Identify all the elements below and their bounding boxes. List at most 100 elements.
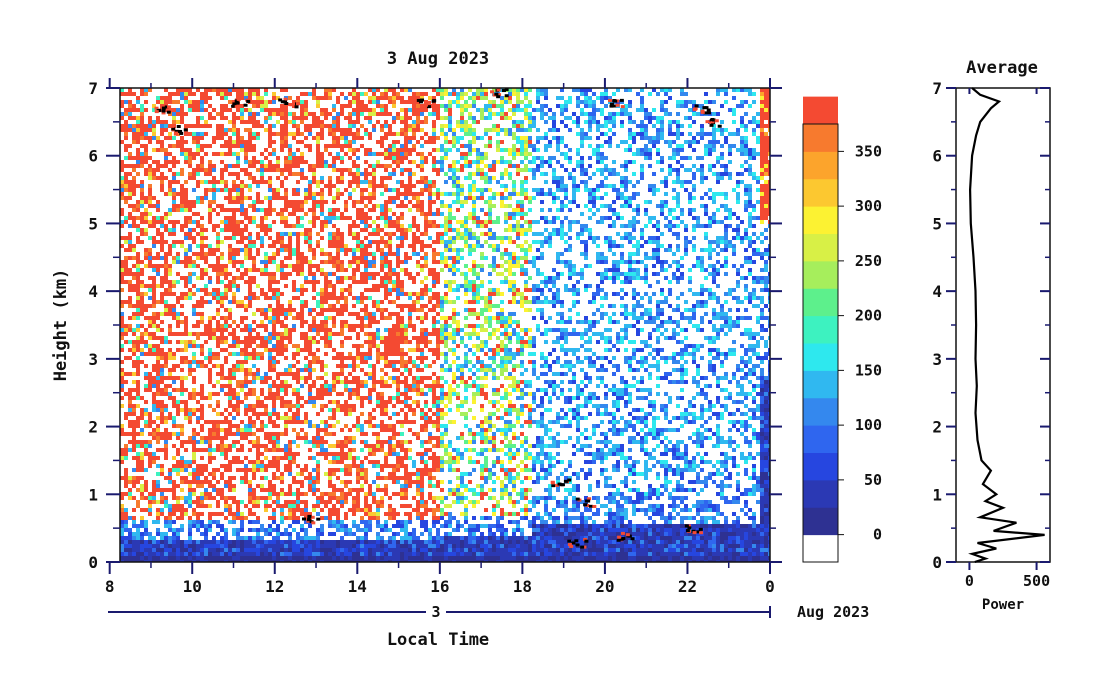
heatmap-cell (280, 416, 284, 420)
heatmap-cell (384, 340, 388, 344)
heatmap-cell (264, 196, 268, 200)
heatmap-cell (260, 152, 264, 156)
heatmap-cell (360, 308, 364, 312)
heatmap-cell (140, 324, 144, 328)
heatmap-cell (240, 556, 244, 560)
heatmap-cell (196, 524, 200, 528)
heatmap-cell (332, 120, 336, 124)
heatmap-cell (228, 432, 232, 436)
heatmap-cell (384, 464, 388, 468)
heatmap-cell (304, 560, 308, 562)
heatmap-cell (224, 188, 228, 192)
heatmap-cell (260, 464, 264, 468)
heatmap-cell (356, 388, 360, 392)
heatmap-cell (216, 560, 220, 562)
heatmap-cell (356, 540, 360, 544)
heatmap-cell (136, 384, 140, 388)
heatmap-cell (220, 124, 224, 128)
heatmap-cell (364, 288, 368, 292)
heatmap-cell (172, 156, 176, 160)
heatmap-cell (204, 284, 208, 288)
heatmap-cell (164, 388, 168, 392)
heatmap-cell (328, 520, 332, 524)
heatmap-cell (276, 288, 280, 292)
heatmap-cell (252, 488, 256, 492)
heatmap-cell (356, 472, 360, 476)
heatmap-cell (376, 152, 380, 156)
heatmap-cell (348, 216, 352, 220)
heatmap-cell (392, 560, 396, 562)
heatmap-cell (140, 116, 144, 120)
heatmap-cell (192, 236, 196, 240)
heatmap-cell (396, 552, 400, 556)
heatmap-cell (252, 468, 256, 472)
heatmap-cell (252, 540, 256, 544)
heatmap-cell (248, 540, 252, 544)
heatmap-cell (200, 392, 204, 396)
heatmap-cell (368, 216, 372, 220)
heatmap-cell (300, 120, 304, 124)
heatmap-cell (216, 260, 220, 264)
heatmap-cell (320, 408, 324, 412)
heatmap-cell (364, 480, 368, 484)
heatmap-cell (316, 376, 320, 380)
heatmap-cell (204, 288, 208, 292)
heatmap-cell (164, 452, 168, 456)
heatmap-cell (192, 340, 196, 344)
heatmap-cell (328, 128, 332, 132)
heatmap-cell (364, 544, 368, 548)
heatmap-cell (184, 388, 188, 392)
heatmap-cell (208, 368, 212, 372)
heatmap-cell (316, 292, 320, 296)
heatmap-cell (180, 240, 184, 244)
heatmap-cell (164, 100, 168, 104)
heatmap-cell (180, 424, 184, 428)
heatmap-cell (144, 440, 148, 444)
heatmap-cell (344, 200, 348, 204)
heatmap-cell (196, 200, 200, 204)
heatmap-cell (132, 432, 136, 436)
heatmap-cell (160, 412, 164, 416)
heatmap-cell (200, 96, 204, 100)
heatmap-cell (288, 148, 292, 152)
heatmap-cell (252, 408, 256, 412)
heatmap-cell (268, 544, 272, 548)
heatmap-cell (292, 252, 296, 256)
heatmap-cell (172, 256, 176, 260)
heatmap-cell (144, 160, 148, 164)
heatmap-cell (288, 460, 292, 464)
heatmap-cell (200, 124, 204, 128)
heatmap-cell (384, 188, 388, 192)
heatmap-cell (288, 240, 292, 244)
heatmap-cell (144, 208, 148, 212)
heatmap-cell (168, 268, 172, 272)
heatmap-cell (312, 360, 316, 364)
heatmap-cell (240, 428, 244, 432)
heatmap-cell (168, 392, 172, 396)
heatmap-cell (124, 392, 128, 396)
heatmap-cell (136, 440, 140, 444)
heatmap-cell (180, 560, 184, 562)
heatmap-cell (132, 428, 136, 432)
heatmap-cell (164, 440, 168, 444)
heatmap-cell (284, 532, 288, 536)
heatmap-cell (224, 140, 228, 144)
heatmap-cell (248, 408, 252, 412)
heatmap-cell (244, 160, 248, 164)
heatmap-cell (176, 208, 180, 212)
heatmap-cell (220, 536, 224, 540)
heatmap-cell (352, 152, 356, 156)
heatmap-cell (316, 496, 320, 500)
heatmap-cell (212, 472, 216, 476)
heatmap-cell (312, 424, 316, 428)
heatmap-cell (196, 432, 200, 436)
heatmap-cell (376, 336, 380, 340)
heatmap-cell (204, 196, 208, 200)
heatmap-cell (172, 180, 176, 184)
heatmap-cell (148, 452, 152, 456)
heatmap-cell (312, 92, 316, 96)
heatmap-cell (260, 460, 264, 464)
heatmap-cell (300, 336, 304, 340)
heatmap-cell (296, 404, 300, 408)
heatmap-cell (340, 232, 344, 236)
